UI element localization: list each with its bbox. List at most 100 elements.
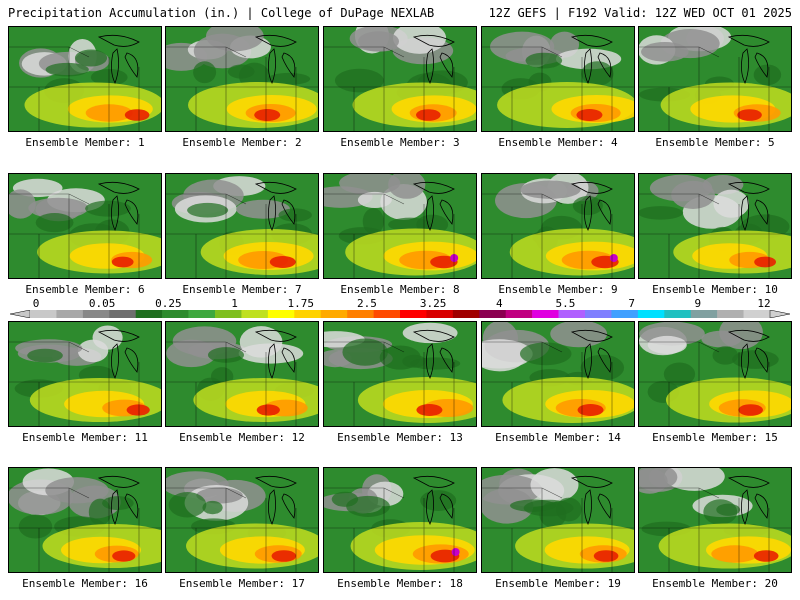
state-borders (639, 487, 791, 572)
lake-michigan (426, 343, 434, 380)
precip-map (324, 174, 476, 278)
lake-michigan (584, 489, 592, 526)
precip-area (202, 500, 223, 515)
lake-huron (281, 199, 296, 225)
precip-area (416, 404, 443, 416)
precip-area (420, 490, 457, 511)
ensemble-panel (165, 321, 319, 427)
precip-map (324, 468, 476, 572)
precip-area (269, 256, 296, 268)
state-borders (166, 341, 318, 426)
precip-area (256, 404, 280, 416)
dry-area (339, 174, 401, 195)
ensemble-panel (638, 321, 792, 427)
precip-area (576, 109, 603, 121)
dry-area (239, 326, 283, 358)
dry-area (388, 174, 426, 199)
dry-area (77, 339, 109, 363)
ensemble-panel (323, 26, 477, 132)
colorbar-tick-label: 2.5 (356, 297, 377, 310)
lake-superior (570, 181, 613, 194)
ensemble-member-label: Ensemble Member: 16 (22, 577, 148, 590)
ensemble-member-label: Ensemble Member: 14 (495, 431, 621, 444)
lake-superior (570, 475, 613, 488)
colorbar-tick-label: 4 (495, 297, 503, 310)
state-borders (482, 487, 634, 572)
ensemble-member-label: Ensemble Member: 1 (25, 136, 145, 149)
lake-huron (754, 493, 769, 519)
lake-michigan (426, 489, 434, 526)
precip-area (74, 49, 108, 67)
colorbar-swatch (558, 310, 586, 318)
dry-area (402, 322, 458, 344)
precip-area (581, 61, 614, 86)
colorbar-swatch (505, 310, 533, 318)
precip-area (267, 72, 311, 85)
ensemble-panel (8, 26, 162, 132)
lake-huron (281, 347, 296, 373)
colorbar-tick-label: 3.25 (419, 297, 447, 310)
precip-area (27, 348, 63, 363)
ensemble-panel (323, 467, 477, 573)
colorbar-swatch (320, 310, 348, 318)
colorbar-swatch (400, 310, 427, 318)
page-title: Precipitation Accumulation (in.) | Colle… (8, 6, 435, 20)
precip-map (482, 174, 634, 278)
lake-michigan (268, 489, 276, 526)
lake-huron (597, 347, 612, 373)
dry-area (166, 339, 217, 368)
precip-map (639, 27, 791, 131)
dry-area (357, 191, 392, 208)
precip-area (85, 200, 131, 217)
colorbar-swatch (82, 310, 110, 318)
lake-huron (281, 52, 296, 78)
precip-map (639, 174, 791, 278)
lake-superior (254, 34, 297, 47)
precip-area (738, 404, 763, 416)
ensemble-panel (638, 467, 792, 573)
precip-map (324, 27, 476, 131)
precip-map (166, 468, 318, 572)
lake-huron (439, 347, 454, 373)
state-borders (324, 487, 476, 572)
lake-superior (97, 34, 140, 47)
precip-area (416, 109, 441, 121)
dry-area (393, 27, 447, 54)
dry-area (205, 27, 264, 52)
lake-michigan (584, 48, 592, 85)
lake-huron (439, 493, 454, 519)
lake-superior (570, 329, 613, 342)
colorbar-swatch (347, 310, 374, 318)
ensemble-member-label: Ensemble Member: 10 (652, 283, 778, 296)
lake-huron (597, 199, 612, 225)
precip-area (737, 109, 762, 121)
precip-area (111, 256, 134, 268)
colorbar-swatch (611, 310, 639, 318)
ensemble-member-label: Ensemble Member: 15 (652, 431, 778, 444)
precip-area (112, 550, 136, 562)
precip-area (716, 503, 741, 516)
lake-superior (412, 181, 455, 194)
precip-area (168, 491, 207, 518)
precip-area (577, 404, 604, 416)
precip-map (639, 322, 791, 426)
colorbar-swatch (664, 310, 692, 318)
colorbar-swatch (162, 310, 189, 318)
lake-huron (124, 493, 139, 519)
precip-map (482, 27, 634, 131)
ensemble-panel (165, 467, 319, 573)
precip-area (639, 206, 684, 220)
lake-michigan (741, 343, 749, 380)
colorbar-tick-label: 12 (757, 297, 771, 310)
dry-area (482, 488, 534, 524)
lake-superior (412, 475, 455, 488)
ensemble-member-label: Ensemble Member: 17 (179, 577, 305, 590)
ensemble-panel (481, 26, 635, 132)
precip-area (663, 362, 696, 386)
precip-map (166, 174, 318, 278)
colorbar-tick-label: 1.75 (287, 297, 314, 310)
lake-michigan (111, 195, 119, 232)
dry-area (647, 335, 687, 354)
precip-area (45, 62, 89, 77)
precip-map (482, 468, 634, 572)
